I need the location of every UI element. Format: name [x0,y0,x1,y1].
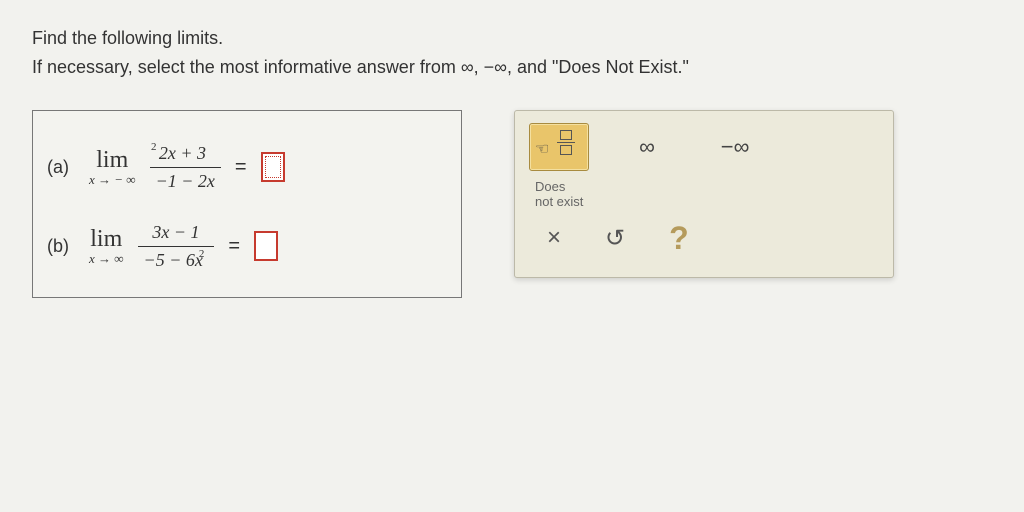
undo-button[interactable]: ↺ [605,224,625,253]
limit-a: lim x → − ∞ [89,147,136,188]
cursor-icon: ☜ [535,139,549,159]
problem-box: (a) lim x → − ∞ 2x + 32 −1 − 2x = (b) li… [32,110,462,298]
instructions: Find the following limits. If necessary,… [32,24,992,82]
fraction-icon [557,130,575,155]
fraction-b: 3x − 1 −5 − 6x2 [138,222,215,271]
fraction-button[interactable]: ☜ [529,123,589,171]
limit-b: lim x → ∞ [89,226,124,267]
close-button[interactable]: × [547,224,561,252]
instruction-line-1: Find the following limits. [32,24,992,53]
input-palette: ☜ ∞ −∞ Does not exist × ↺ ? [514,110,894,278]
neg-infinity-button[interactable]: −∞ [705,123,765,171]
problem-a: (a) lim x → − ∞ 2x + 32 −1 − 2x = [47,143,439,192]
problem-b-label: (b) [47,236,75,257]
answer-input-a[interactable] [261,152,285,182]
help-button[interactable]: ? [669,220,689,257]
equals-b: = [228,235,240,258]
problem-b: (b) lim x → ∞ 3x − 1 −5 − 6x2 = [47,222,439,271]
equals-a: = [235,156,247,179]
infinity-button[interactable]: ∞ [617,123,677,171]
fraction-a: 2x + 32 −1 − 2x [150,143,221,192]
answer-input-b[interactable] [254,231,278,261]
does-not-exist-button[interactable]: Does not exist [535,179,605,210]
problem-a-label: (a) [47,157,75,178]
instruction-line-2: If necessary, select the most informativ… [32,53,992,82]
